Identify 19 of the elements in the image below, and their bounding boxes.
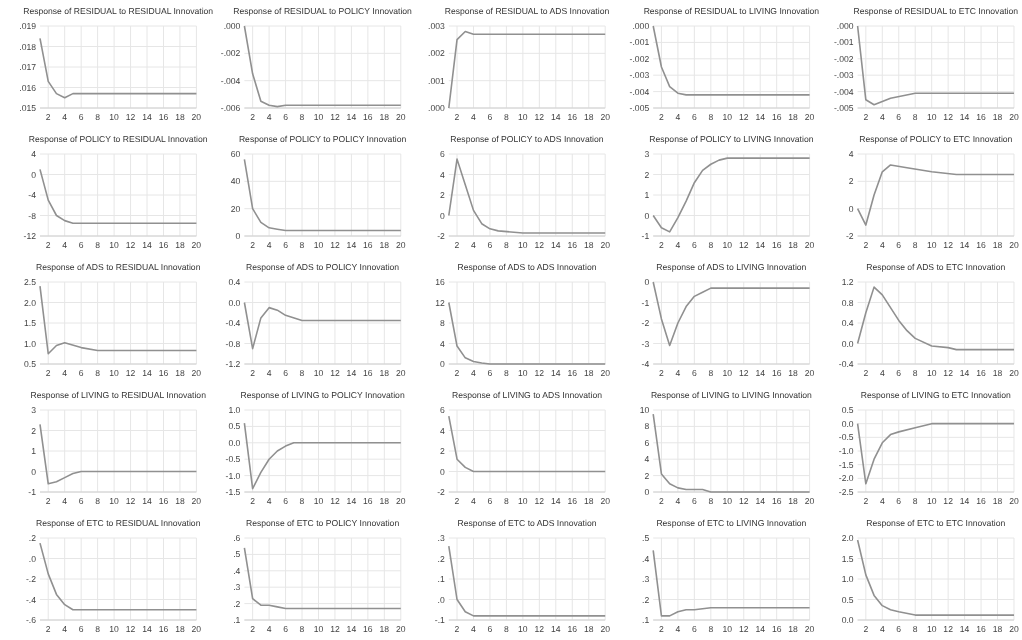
line-series xyxy=(856,25,1015,106)
line-series xyxy=(39,542,198,611)
line-series xyxy=(856,164,1015,226)
line-series xyxy=(39,168,198,224)
line-series xyxy=(856,422,1015,485)
line-series xyxy=(448,158,606,234)
line-series xyxy=(448,545,606,617)
line-series xyxy=(39,423,198,485)
line-series xyxy=(652,413,811,493)
line-series xyxy=(243,25,402,108)
line-series xyxy=(243,301,402,350)
line-series xyxy=(448,30,606,109)
line-series xyxy=(243,547,402,610)
line-series xyxy=(243,158,402,232)
line-series xyxy=(652,157,811,233)
line-series xyxy=(448,415,606,473)
line-series xyxy=(39,37,198,99)
line-series xyxy=(856,286,1015,351)
line-series xyxy=(856,539,1015,616)
